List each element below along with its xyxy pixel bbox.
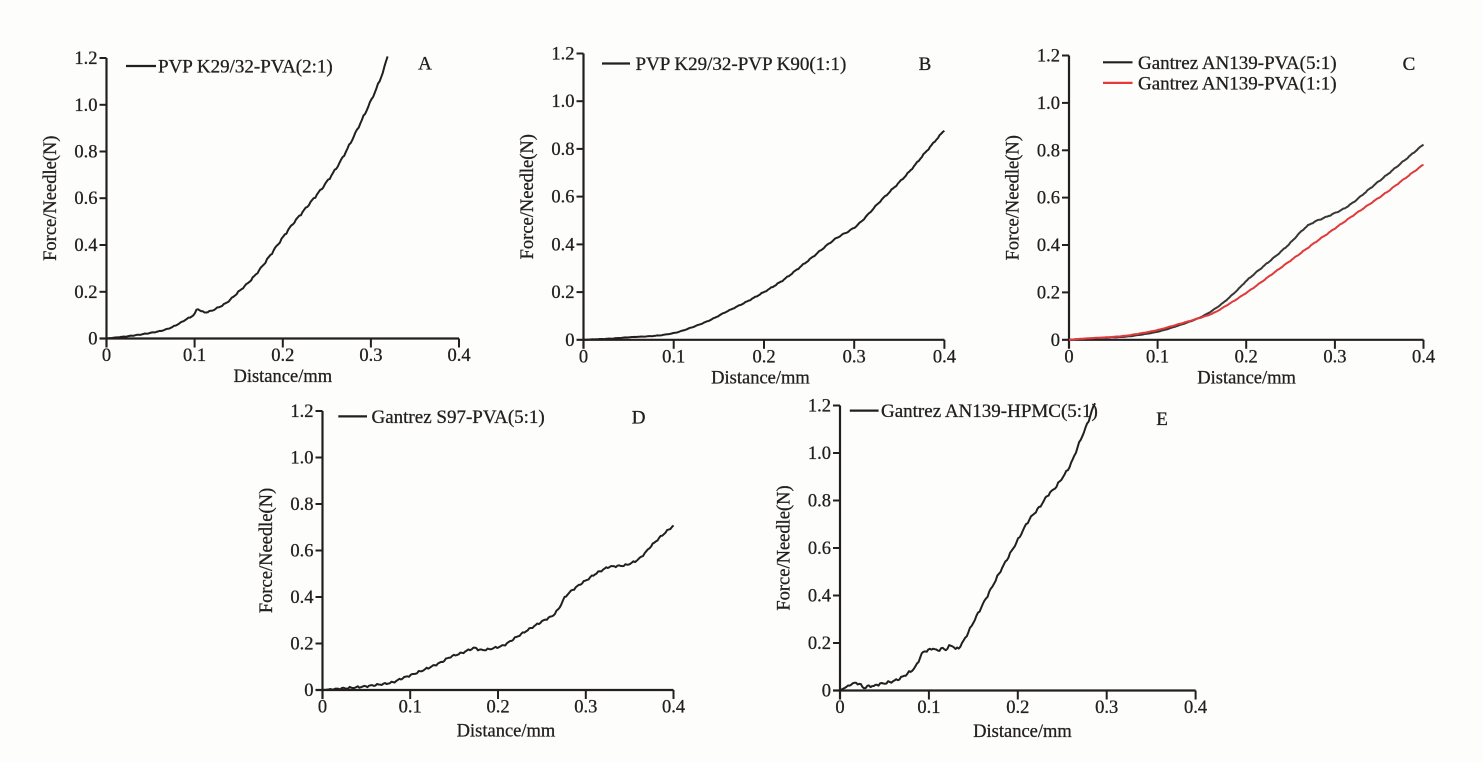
- svg-text:0.6: 0.6: [551, 188, 574, 208]
- svg-text:Gantrez AN139-PVA(1:1): Gantrez AN139-PVA(1:1): [1138, 74, 1337, 95]
- svg-text:Distance/mm: Distance/mm: [457, 722, 556, 742]
- svg-text:0.4: 0.4: [447, 346, 470, 366]
- svg-text:B: B: [919, 54, 932, 75]
- svg-text:Distance/mm: Distance/mm: [711, 368, 810, 388]
- svg-text:Force/Needle(N): Force/Needle(N): [518, 134, 538, 259]
- svg-text:0.3: 0.3: [1323, 347, 1346, 367]
- svg-text:0: 0: [1051, 331, 1060, 351]
- svg-text:D: D: [632, 408, 646, 429]
- svg-text:Force/Needle(N): Force/Needle(N): [257, 488, 277, 613]
- svg-text:0.1: 0.1: [183, 346, 206, 366]
- svg-text:0.4: 0.4: [551, 235, 574, 255]
- svg-text:0.4: 0.4: [808, 587, 831, 607]
- svg-text:0.3: 0.3: [1095, 698, 1118, 718]
- svg-text:Distance/mm: Distance/mm: [1197, 368, 1296, 388]
- svg-text:Gantrez AN139-HPMC(5:1): Gantrez AN139-HPMC(5:1): [881, 401, 1098, 422]
- svg-text:1.2: 1.2: [74, 49, 97, 69]
- svg-text:0.1: 0.1: [399, 698, 422, 718]
- svg-text:0: 0: [318, 698, 327, 718]
- svg-text:Force/Needle(N): Force/Needle(N): [1004, 135, 1024, 260]
- svg-text:0.6: 0.6: [74, 189, 97, 209]
- svg-text:0: 0: [579, 347, 588, 367]
- svg-text:0.4: 0.4: [933, 347, 956, 367]
- svg-text:0.2: 0.2: [551, 283, 574, 303]
- svg-text:0.2: 0.2: [752, 347, 775, 367]
- svg-text:0.8: 0.8: [290, 495, 313, 515]
- svg-text:0.6: 0.6: [1037, 189, 1060, 209]
- svg-text:Gantrez S97-PVA(5:1): Gantrez S97-PVA(5:1): [372, 407, 545, 428]
- svg-text:0.4: 0.4: [1037, 236, 1060, 256]
- svg-text:Gantrez AN139-PVA(5:1): Gantrez AN139-PVA(5:1): [1138, 53, 1337, 74]
- svg-text:0.2: 0.2: [1037, 283, 1060, 303]
- svg-text:0: 0: [835, 698, 844, 718]
- svg-text:0.8: 0.8: [1037, 141, 1060, 161]
- svg-text:0.3: 0.3: [359, 346, 382, 366]
- svg-text:Distance/mm: Distance/mm: [973, 722, 1072, 742]
- svg-text:0.3: 0.3: [843, 347, 866, 367]
- svg-text:0.6: 0.6: [808, 539, 831, 559]
- svg-text:1.0: 1.0: [290, 449, 313, 469]
- svg-text:0.3: 0.3: [574, 698, 597, 718]
- svg-text:0.4: 0.4: [1184, 698, 1207, 718]
- svg-text:0: 0: [1064, 347, 1073, 367]
- svg-text:0.8: 0.8: [74, 143, 97, 163]
- svg-text:1.2: 1.2: [1037, 47, 1060, 67]
- svg-text:1.0: 1.0: [551, 92, 574, 112]
- svg-text:PVP K29/32-PVP K90(1:1): PVP K29/32-PVP K90(1:1): [636, 54, 847, 75]
- svg-text:1.0: 1.0: [74, 96, 97, 116]
- svg-text:0.8: 0.8: [551, 140, 574, 160]
- svg-text:E: E: [1156, 409, 1168, 430]
- svg-text:0.4: 0.4: [290, 588, 313, 608]
- svg-text:Distance/mm: Distance/mm: [233, 367, 332, 387]
- svg-text:A: A: [418, 53, 432, 74]
- svg-text:0.4: 0.4: [74, 236, 97, 256]
- svg-text:0.1: 0.1: [1146, 347, 1169, 367]
- svg-text:0: 0: [565, 331, 574, 351]
- svg-text:0.1: 0.1: [662, 347, 685, 367]
- svg-text:1.2: 1.2: [551, 45, 574, 65]
- svg-text:0.2: 0.2: [808, 634, 831, 654]
- svg-text:PVP K29/32-PVA(2:1): PVP K29/32-PVA(2:1): [158, 57, 333, 78]
- svg-text:0: 0: [822, 682, 831, 702]
- svg-text:0.6: 0.6: [290, 542, 313, 562]
- svg-text:1.2: 1.2: [290, 402, 313, 422]
- svg-text:0.4: 0.4: [1412, 347, 1435, 367]
- svg-text:Force/Needle(N): Force/Needle(N): [775, 485, 795, 610]
- svg-text:0.1: 0.1: [917, 698, 940, 718]
- svg-text:0.2: 0.2: [271, 346, 294, 366]
- svg-text:1.0: 1.0: [1037, 94, 1060, 114]
- svg-text:0.2: 0.2: [290, 635, 313, 655]
- svg-text:0.4: 0.4: [662, 698, 685, 718]
- svg-text:0: 0: [88, 330, 97, 350]
- svg-text:Force/Needle(N): Force/Needle(N): [41, 136, 61, 261]
- svg-text:0.8: 0.8: [808, 492, 831, 512]
- svg-text:1.2: 1.2: [808, 397, 831, 417]
- svg-text:0.2: 0.2: [1235, 347, 1258, 367]
- svg-text:C: C: [1403, 54, 1416, 75]
- svg-text:0.2: 0.2: [74, 283, 97, 303]
- svg-text:0.2: 0.2: [486, 698, 509, 718]
- svg-text:0: 0: [304, 681, 313, 701]
- svg-text:1.0: 1.0: [808, 444, 831, 464]
- svg-text:0: 0: [102, 346, 111, 366]
- svg-text:0.2: 0.2: [1006, 698, 1029, 718]
